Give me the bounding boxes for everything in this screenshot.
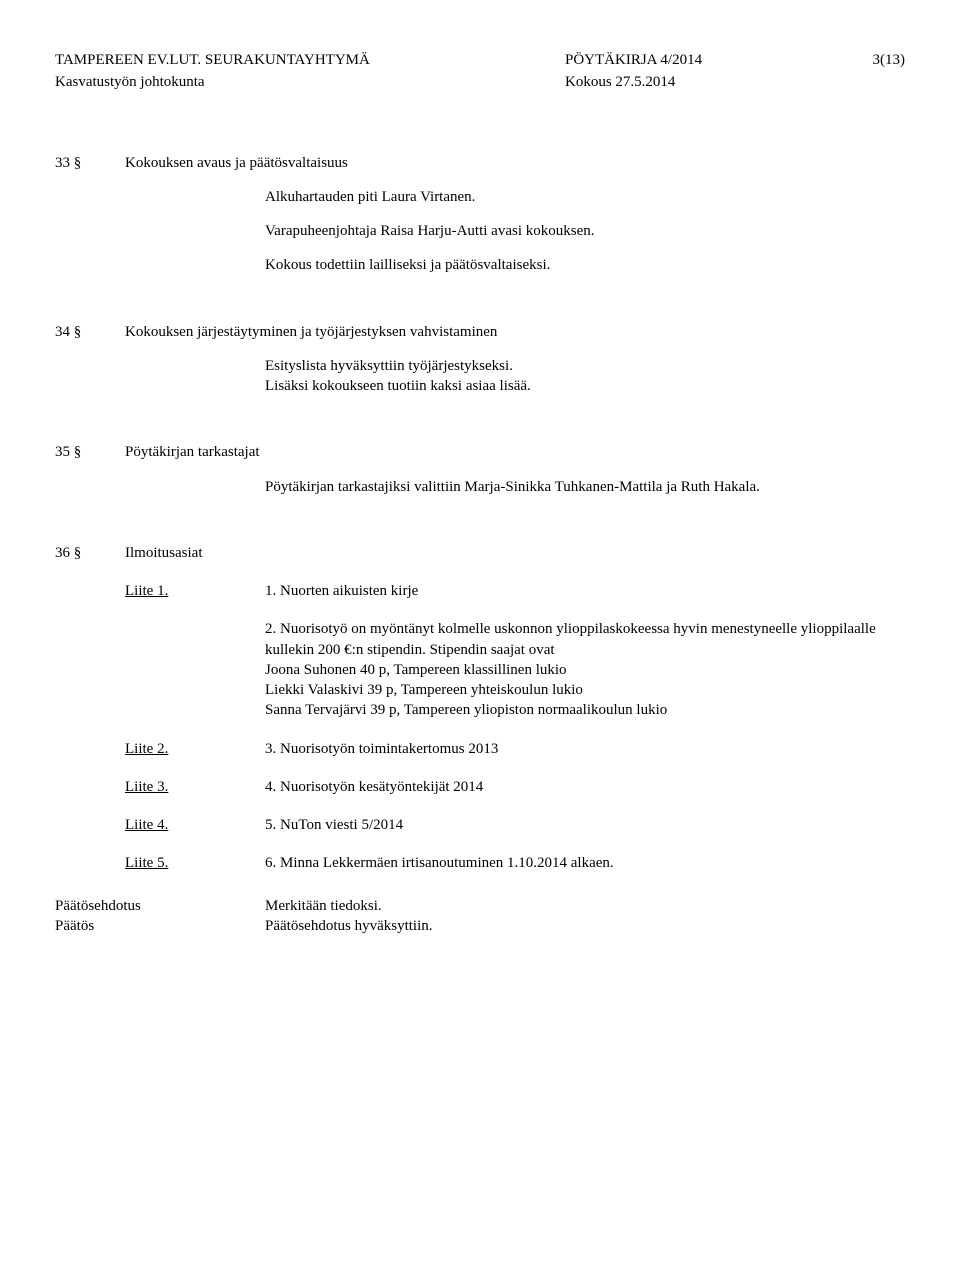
doc-header-line1: TAMPEREEN EV.LUT. SEURAKUNTAYHTYMÄ PÖYTÄ… — [55, 50, 905, 70]
text-line: Alkuhartauden piti Laura Virtanen. — [265, 187, 905, 207]
liite-2-label: Liite 2. — [125, 739, 265, 759]
board-name: Kasvatustyön johtokunta — [55, 72, 523, 92]
section-35-title: Pöytäkirjan tarkastajat — [125, 442, 905, 462]
section-36: 36 § Ilmoitusasiat — [55, 543, 905, 563]
section-36-number: 36 § — [55, 543, 125, 563]
decision-text: Päätösehdotus hyväksyttiin. — [265, 916, 433, 936]
section-33-body: Alkuhartauden piti Laura Virtanen. Varap… — [265, 187, 905, 276]
stipend-recipient: Joona Suhonen 40 p, Tampereen klassillin… — [265, 660, 905, 680]
meeting-date: Kokous 27.5.2014 — [565, 72, 778, 92]
stipend-recipient: Liekki Valaskivi 39 p, Tampereen yhteisk… — [265, 680, 905, 700]
liite-5-text: 6. Minna Lekkermäen irtisanoutuminen 1.1… — [265, 853, 905, 873]
text-line: Varapuheenjohtaja Raisa Harju-Autti avas… — [265, 221, 905, 241]
liite-4-row: Liite 4. 5. NuTon viesti 5/2014 — [125, 815, 905, 835]
section-34-body: Esityslista hyväksyttiin työjärjestyksek… — [265, 356, 905, 397]
section-35-number: 35 § — [55, 442, 125, 462]
text-line: Pöytäkirjan tarkastajiksi valittiin Marj… — [265, 477, 905, 497]
section-35: 35 § Pöytäkirjan tarkastajat — [55, 442, 905, 462]
text-line: Kokous todettiin lailliseksi ja päätösva… — [265, 255, 905, 275]
doc-type: PÖYTÄKIRJA 4/2014 — [565, 50, 778, 70]
stipend-block: 2. Nuorisotyö on myöntänyt kolmelle usko… — [125, 619, 905, 720]
text-line: Lisäksi kokoukseen tuotiin kaksi asiaa l… — [265, 376, 905, 396]
proposal-text: Merkitään tiedoksi. — [265, 896, 382, 916]
section-34-number: 34 § — [55, 322, 125, 342]
liite-4-label: Liite 4. — [125, 815, 265, 835]
liite-1-text: 1. Nuorten aikuisten kirje — [265, 581, 905, 601]
proposal-row: Päätösehdotus Merkitään tiedoksi. — [55, 896, 905, 916]
page-number: 3(13) — [820, 50, 905, 70]
section-35-body: Pöytäkirjan tarkastajiksi valittiin Marj… — [265, 477, 905, 497]
liite-1-row: Liite 1. 1. Nuorten aikuisten kirje — [125, 581, 905, 601]
liite-1-label: Liite 1. — [125, 581, 265, 601]
liite-3-text: 4. Nuorisotyön kesätyöntekijät 2014 — [265, 777, 905, 797]
section-33-number: 33 § — [55, 153, 125, 173]
liite-5-label: Liite 5. — [125, 853, 265, 873]
liite-5-row: Liite 5. 6. Minna Lekkermäen irtisanoutu… — [125, 853, 905, 873]
section-33-title: Kokouksen avaus ja päätösvaltaisuus — [125, 153, 905, 173]
liite-2-row: Liite 2. 3. Nuorisotyön toimintakertomus… — [125, 739, 905, 759]
stipend-recipient: Sanna Tervajärvi 39 p, Tampereen yliopis… — [265, 700, 905, 720]
liite-2-text: 3. Nuorisotyön toimintakertomus 2013 — [265, 739, 905, 759]
liite-3-label: Liite 3. — [125, 777, 265, 797]
decision-label: Päätös — [55, 916, 195, 936]
text-line: Esityslista hyväksyttiin työjärjestyksek… — [265, 356, 905, 376]
section-34: 34 § Kokouksen järjestäytyminen ja työjä… — [55, 322, 905, 342]
stipend-lead: 2. Nuorisotyö on myöntänyt kolmelle usko… — [265, 619, 905, 660]
section-36-body: Liite 1. 1. Nuorten aikuisten kirje 2. N… — [125, 581, 905, 874]
liite-4-text: 5. NuTon viesti 5/2014 — [265, 815, 905, 835]
section-34-title: Kokouksen järjestäytyminen ja työjärjest… — [125, 322, 905, 342]
org-name: TAMPEREEN EV.LUT. SEURAKUNTAYHTYMÄ — [55, 50, 523, 70]
doc-header-line2: Kasvatustyön johtokunta Kokous 27.5.2014 — [55, 72, 905, 92]
liite-3-row: Liite 3. 4. Nuorisotyön kesätyöntekijät … — [125, 777, 905, 797]
section-33: 33 § Kokouksen avaus ja päätösvaltaisuus — [55, 153, 905, 173]
section-36-title: Ilmoitusasiat — [125, 543, 905, 563]
proposal-label: Päätösehdotus — [55, 896, 195, 916]
decision-row: Päätös Päätösehdotus hyväksyttiin. — [55, 916, 905, 936]
